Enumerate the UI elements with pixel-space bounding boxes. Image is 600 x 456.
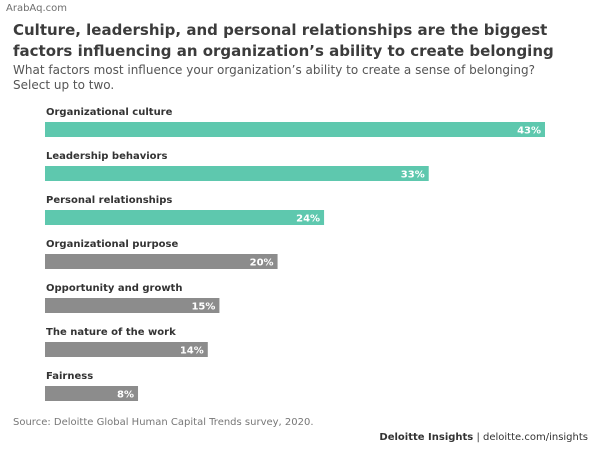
watermark: ArabAq.com — [6, 3, 67, 14]
bar-value-label: 24% — [296, 214, 320, 225]
chart-title: Culture, leadership, and personal relati… — [13, 21, 554, 60]
category-label: The nature of the work — [46, 327, 176, 338]
category-label: Fairness — [46, 371, 93, 382]
category-label: Opportunity and growth — [46, 283, 182, 294]
bar-value-label: 33% — [401, 170, 425, 181]
category-label: Personal relationships — [46, 195, 172, 206]
bar — [45, 210, 325, 225]
bar-value-label: 14% — [180, 346, 204, 357]
category-label: Organizational culture — [46, 107, 173, 118]
credit-line: Deloitte Insights | deloitte.com/insight… — [379, 432, 588, 443]
bar — [45, 166, 429, 181]
credit-brand: Deloitte Insights — [379, 432, 474, 443]
bar — [45, 386, 139, 401]
bar — [45, 254, 278, 269]
category-label: Organizational purpose — [46, 239, 178, 250]
source-note: Source: Deloitte Global Human Capital Tr… — [13, 417, 314, 428]
bar — [45, 298, 220, 313]
bar-value-label: 20% — [250, 258, 274, 269]
bar-value-label: 43% — [517, 126, 541, 137]
bar-value-label: 8% — [117, 390, 134, 401]
credit-separator: | — [473, 432, 483, 443]
category-label: Leadership behaviors — [46, 151, 167, 162]
bar — [45, 342, 208, 357]
credit-site: deloitte.com/insights — [483, 432, 588, 443]
chart-subtitle: What factors most influence your organiz… — [13, 63, 535, 92]
bar-value-label: 15% — [191, 302, 215, 313]
bar — [45, 122, 545, 137]
